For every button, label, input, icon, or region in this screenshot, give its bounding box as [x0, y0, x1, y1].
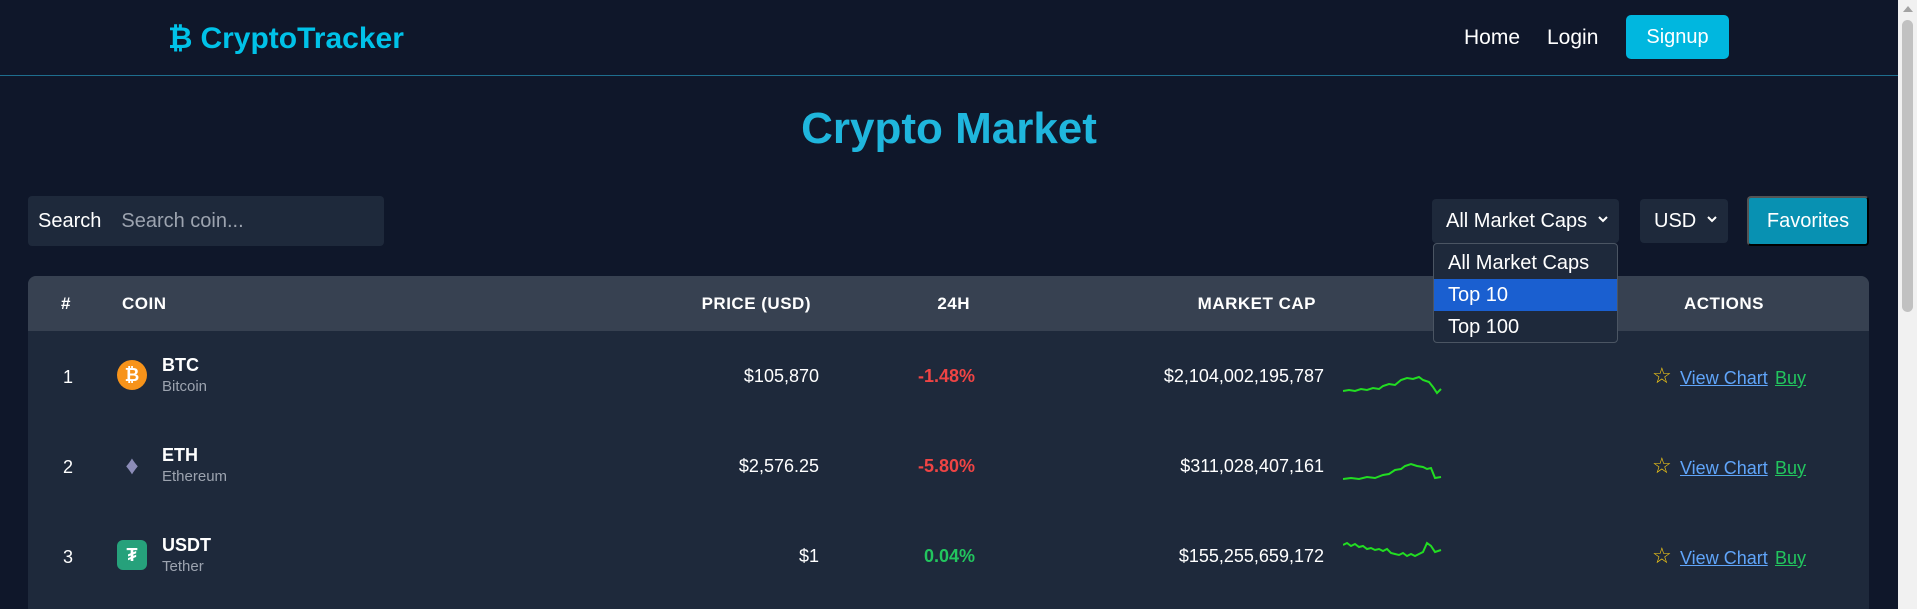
favorites-button[interactable]: Favorites: [1747, 196, 1869, 246]
search-label: Search: [38, 209, 102, 232]
row-market-cap: $311,028,407,161: [1180, 456, 1324, 476]
row-symbol: BTC: [162, 355, 199, 375]
bitcoin-icon: ₿: [117, 360, 147, 390]
search-box: Search: [28, 196, 384, 246]
buy-link[interactable]: Buy: [1775, 368, 1807, 388]
row-rank: 2: [63, 457, 74, 477]
table-row: 3 ₮ USDT Tether $1 0.04% $155,255,659,17…: [28, 511, 1869, 601]
row-change: 0.04%: [923, 546, 975, 566]
row-rank: 3: [63, 547, 74, 567]
page-title: Crypto Market: [801, 104, 1097, 153]
table-row: 1 ₿ BTC Bitcoin $105,870 -1.48% $2,104,0…: [28, 331, 1869, 421]
favorite-star-icon[interactable]: ☆: [1652, 543, 1672, 568]
bitcoin-logo-icon: ₿: [168, 22, 193, 55]
logo[interactable]: ₿ CryptoTracker: [168, 22, 404, 56]
logo-text: CryptoTracker: [200, 22, 404, 55]
chevron-down-icon: [1706, 211, 1718, 227]
buy-link[interactable]: Buy: [1775, 458, 1807, 478]
dropdown-option-top-10[interactable]: Top 10: [1434, 279, 1617, 311]
view-chart-link[interactable]: View Chart: [1680, 458, 1768, 478]
scroll-thumb[interactable]: [1902, 20, 1913, 312]
market-cap-dropdown: All Market Caps Top 10 Top 100: [1433, 243, 1618, 343]
row-change: -5.80%: [917, 456, 975, 476]
ethereum-icon: ♦: [125, 449, 139, 480]
buy-link[interactable]: Buy: [1775, 548, 1807, 568]
sparkline-chart: [1343, 375, 1442, 395]
row-market-cap: $155,255,659,172: [1178, 546, 1324, 566]
search-input[interactable]: [121, 209, 362, 233]
row-price: $1: [798, 546, 819, 566]
chevron-down-icon: [1597, 211, 1609, 227]
sparkline-chart: [1343, 462, 1442, 481]
dropdown-option-all[interactable]: All Market Caps: [1448, 252, 1590, 274]
view-chart-link[interactable]: View Chart: [1680, 548, 1768, 568]
sparkline-chart: [1343, 541, 1442, 558]
favorite-star-icon[interactable]: ☆: [1652, 363, 1672, 388]
header-market-cap: MARKET CAP: [1197, 294, 1316, 313]
tether-icon: ₮: [117, 540, 147, 570]
currency-select[interactable]: USD: [1640, 199, 1728, 243]
row-symbol: ETH: [162, 445, 198, 465]
row-symbol: USDT: [162, 535, 211, 555]
currency-selected-value: USD: [1654, 209, 1697, 232]
row-name: Tether: [162, 558, 204, 575]
dropdown-option-top-100[interactable]: Top 100: [1448, 316, 1520, 338]
signup-button[interactable]: Signup: [1626, 15, 1729, 59]
row-name: Bitcoin: [162, 378, 208, 395]
table-row: 2 ♦ ETH Ethereum $2,576.25 -5.80% $311,0…: [28, 421, 1869, 511]
page-scrollbar[interactable]: [1898, 0, 1917, 609]
row-price: $2,576.25: [738, 456, 819, 476]
row-price: $105,870: [743, 366, 819, 386]
row-rank: 1: [63, 367, 74, 387]
favorite-star-icon[interactable]: ☆: [1652, 453, 1672, 478]
row-name: Ethereum: [162, 468, 228, 485]
view-chart-link[interactable]: View Chart: [1680, 368, 1768, 388]
header-coin: COIN: [122, 294, 167, 313]
nav-login-link[interactable]: Login: [1547, 26, 1599, 49]
nav-home-link[interactable]: Home: [1464, 26, 1521, 49]
navbar: ₿ CryptoTracker Home Login Signup: [0, 0, 1898, 76]
header-24h: 24H: [937, 294, 970, 313]
header-price: PRICE (USD): [701, 294, 811, 313]
row-market-cap: $2,104,002,195,787: [1163, 366, 1324, 386]
market-cap-select[interactable]: All Market Caps: [1432, 199, 1619, 243]
scroll-up-arrow-icon[interactable]: [1903, 6, 1913, 12]
market-cap-selected-value: All Market Caps: [1446, 209, 1588, 232]
row-change: -1.48%: [917, 366, 975, 386]
header-actions: ACTIONS: [1684, 294, 1764, 313]
header-rank: #: [61, 294, 71, 313]
